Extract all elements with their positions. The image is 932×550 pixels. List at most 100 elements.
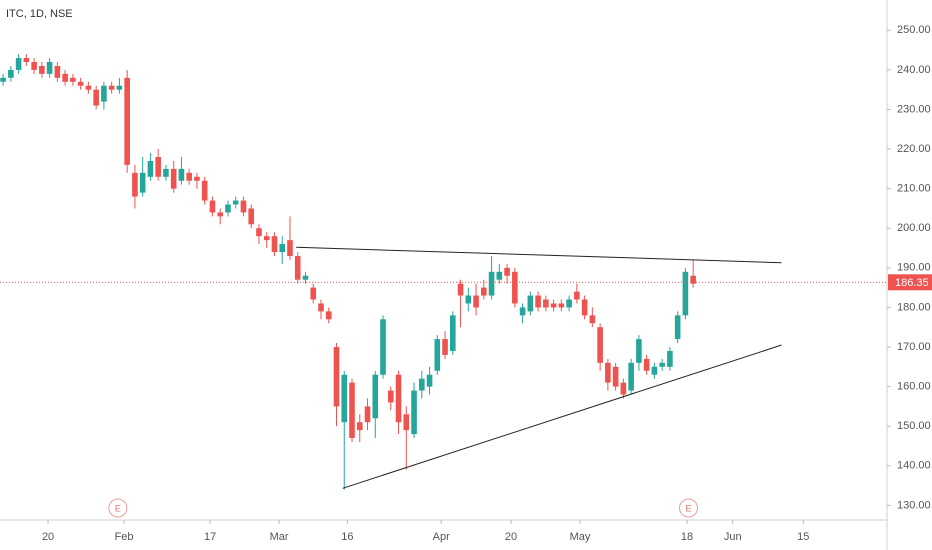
candle-body	[605, 362, 611, 383]
candle-body	[581, 299, 588, 316]
candle-body	[566, 299, 572, 308]
candle-body	[519, 307, 526, 316]
y-tick-label: 230.00	[897, 103, 931, 115]
candle-body	[240, 200, 247, 213]
candle-body	[8, 69, 14, 78]
candle-body	[387, 390, 394, 403]
y-tick-label: 240.00	[897, 64, 931, 76]
candle-body	[667, 350, 673, 367]
y-tick-label: 190.00	[897, 262, 931, 274]
candle-body	[372, 374, 379, 419]
candle-body	[550, 303, 557, 308]
candle-body	[457, 283, 464, 296]
candle-body	[194, 176, 200, 181]
candle-body	[116, 85, 123, 90]
candle-body	[426, 374, 433, 387]
candle-body	[643, 358, 650, 371]
chart-title: ITC, 1D, NSE	[6, 8, 73, 20]
candle-body	[318, 303, 324, 312]
candle-body	[294, 255, 301, 280]
candle-body	[620, 382, 627, 395]
candle-body	[139, 172, 146, 193]
candle-body	[23, 58, 30, 62]
y-tick-label: 130.00	[897, 499, 931, 511]
event-marker	[108, 498, 128, 518]
candle-body	[535, 295, 541, 308]
candle-body	[31, 61, 37, 70]
candle-body	[442, 339, 448, 355]
candle-body	[418, 378, 425, 391]
y-tick-label: 210.00	[897, 183, 931, 195]
x-tick-label: 18	[681, 531, 693, 543]
candle-body	[527, 295, 534, 312]
candle-body	[628, 362, 634, 391]
candle-body	[132, 172, 138, 197]
last-price-box	[888, 274, 932, 291]
candle-body	[287, 240, 293, 256]
event-marker	[679, 498, 699, 518]
candle-body	[108, 85, 115, 90]
candle-body	[473, 295, 479, 308]
candle-body	[54, 65, 61, 78]
candle-body	[279, 244, 286, 253]
candle-body	[93, 89, 99, 106]
trendline	[296, 246, 782, 264]
candle-body	[263, 236, 270, 241]
event-label: E	[115, 503, 121, 513]
candle-body	[574, 291, 580, 300]
candle-body	[450, 315, 456, 351]
candle-body	[651, 366, 658, 375]
y-tick-label: 200.00	[897, 222, 931, 234]
candle-body	[434, 339, 441, 371]
candle-body	[496, 271, 503, 280]
candle-body	[124, 77, 130, 165]
candle-body	[636, 339, 642, 363]
candle-body	[15, 58, 22, 70]
candle-body	[101, 85, 107, 102]
candle-body	[411, 390, 417, 435]
candle-body	[217, 212, 223, 217]
candle-body	[674, 315, 681, 340]
candle-body	[163, 168, 169, 177]
candle-body	[147, 160, 154, 177]
candle-body	[597, 327, 603, 363]
candle-body	[170, 168, 177, 189]
candle-body	[682, 271, 689, 316]
candle-body	[364, 406, 371, 423]
candle-body	[558, 303, 565, 308]
x-tick-label: 16	[341, 531, 353, 543]
y-tick-label: 170.00	[897, 341, 931, 353]
candle-body	[256, 228, 262, 237]
candle-body	[39, 65, 45, 74]
candle-body	[403, 414, 410, 431]
y-tick-label: 140.00	[897, 460, 931, 472]
x-tick-label: 20	[505, 531, 517, 543]
x-tick-label: Apr	[433, 531, 450, 543]
candle-body	[201, 180, 208, 201]
event-label: E	[686, 503, 692, 513]
candle-body	[302, 275, 309, 280]
candle-body	[85, 85, 92, 90]
x-tick-label: 17	[204, 531, 216, 543]
last-price-label: 186.35	[895, 277, 929, 289]
x-tick-label: Jun	[724, 531, 742, 543]
candle-body	[356, 422, 363, 431]
candle-body	[349, 382, 355, 439]
x-tick-label: Feb	[115, 531, 134, 543]
candle-body	[46, 61, 53, 74]
y-tick-label: 220.00	[897, 143, 931, 155]
candle-body	[612, 366, 619, 387]
candle-body	[512, 271, 518, 304]
candle-body	[209, 200, 216, 213]
candle-body	[0, 77, 6, 82]
candle-body	[504, 267, 510, 276]
candle-body	[481, 287, 487, 296]
candle-body	[186, 172, 192, 181]
candle-body	[77, 81, 84, 86]
x-tick-label: 20	[42, 531, 54, 543]
y-tick-label: 150.00	[897, 420, 931, 432]
candle-body	[225, 204, 231, 213]
candle-body	[271, 236, 278, 253]
candle-body	[589, 315, 596, 324]
